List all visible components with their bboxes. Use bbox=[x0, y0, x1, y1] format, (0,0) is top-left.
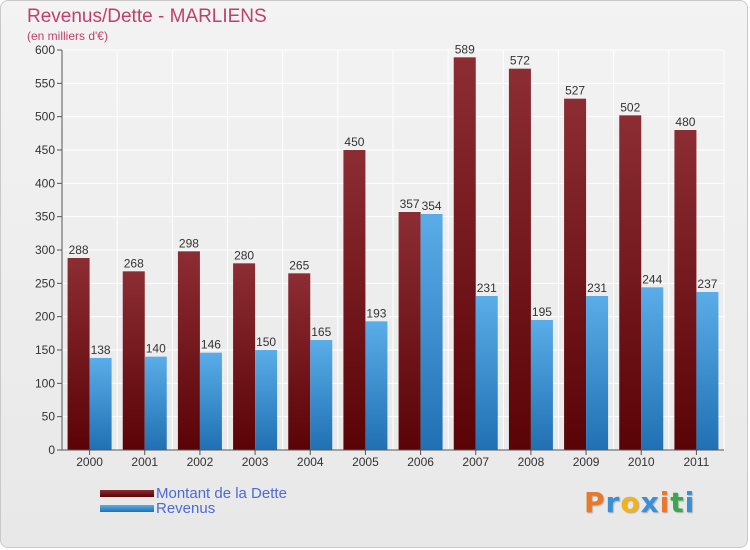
bar-revenus bbox=[586, 296, 609, 450]
x-tick-label: 2010 bbox=[628, 455, 655, 469]
x-tick-label: 2006 bbox=[407, 455, 434, 469]
data-label-dette: 357 bbox=[400, 197, 420, 211]
bar-revenus bbox=[365, 321, 388, 450]
bar-dette bbox=[177, 251, 200, 450]
data-label-dette: 288 bbox=[69, 243, 89, 257]
bar-dette bbox=[67, 258, 90, 450]
data-label-revenus: 354 bbox=[422, 199, 442, 213]
y-tick-label: 350 bbox=[35, 210, 55, 224]
x-tick-label: 2003 bbox=[242, 455, 269, 469]
bar-revenus bbox=[310, 340, 333, 450]
y-tick-label: 250 bbox=[35, 276, 55, 290]
x-tick-label: 2002 bbox=[187, 455, 214, 469]
data-label-revenus: 231 bbox=[587, 281, 607, 295]
data-label-revenus: 140 bbox=[146, 342, 166, 356]
data-label-dette: 268 bbox=[124, 256, 144, 270]
bar-revenus bbox=[255, 350, 278, 450]
data-label-revenus: 150 bbox=[256, 335, 276, 349]
proxiti-logo: Proxiti bbox=[584, 486, 696, 519]
data-label-dette: 572 bbox=[510, 54, 530, 68]
data-label-revenus: 244 bbox=[642, 272, 662, 286]
data-label-dette: 450 bbox=[344, 135, 364, 149]
legend-swatch-revenus bbox=[100, 504, 154, 512]
legend-label-revenus: Revenus bbox=[156, 500, 216, 517]
y-tick-label: 450 bbox=[35, 143, 55, 157]
legend-label-dette: Montant de la Dette bbox=[156, 485, 287, 502]
chart-subtitle: (en milliers d'€) bbox=[27, 29, 108, 43]
data-label-revenus: 165 bbox=[311, 325, 331, 339]
x-tick-label: 2011 bbox=[684, 455, 710, 469]
bar-dette bbox=[674, 130, 697, 450]
y-tick-label: 400 bbox=[35, 176, 55, 190]
bar-revenus bbox=[89, 358, 112, 450]
bar-revenus bbox=[641, 287, 664, 450]
chart-title: Revenus/Dette - MARLIENS bbox=[27, 6, 267, 27]
x-tick-label: 2007 bbox=[462, 455, 489, 469]
bar-revenus bbox=[530, 320, 553, 450]
bar-dette bbox=[508, 68, 531, 451]
x-tick-label: 2004 bbox=[297, 455, 324, 469]
bar-dette bbox=[398, 212, 421, 450]
x-tick-label: 2000 bbox=[76, 455, 103, 469]
bar-dette bbox=[453, 57, 476, 450]
y-tick-label: 600 bbox=[35, 43, 55, 57]
bar-revenus bbox=[144, 356, 167, 450]
bar-dette bbox=[122, 271, 145, 450]
bar-revenus bbox=[475, 296, 498, 450]
data-label-revenus: 231 bbox=[477, 281, 497, 295]
x-tick-label: 2005 bbox=[352, 455, 379, 469]
data-label-revenus: 237 bbox=[697, 277, 717, 291]
chart-legend: Montant de la Dette Revenus bbox=[100, 486, 287, 516]
x-tick-label: 2008 bbox=[518, 455, 545, 469]
data-label-dette: 265 bbox=[289, 258, 309, 272]
data-label-revenus: 138 bbox=[91, 343, 111, 357]
y-tick-label: 200 bbox=[35, 310, 55, 324]
y-tick-label: 300 bbox=[35, 243, 55, 257]
data-label-dette: 480 bbox=[675, 115, 695, 129]
bar-dette bbox=[619, 115, 642, 450]
data-label-dette: 589 bbox=[455, 42, 475, 56]
legend-item-dette: Montant de la Dette bbox=[100, 486, 287, 501]
y-tick-label: 550 bbox=[35, 76, 55, 90]
legend-item-revenus: Revenus bbox=[100, 501, 287, 516]
legend-swatch-dette bbox=[100, 489, 154, 497]
data-label-dette: 527 bbox=[565, 84, 585, 98]
data-label-revenus: 195 bbox=[532, 305, 552, 319]
bar-dette bbox=[343, 150, 366, 450]
data-label-dette: 280 bbox=[234, 248, 254, 262]
y-tick-label: 500 bbox=[35, 110, 55, 124]
bar-dette bbox=[564, 98, 587, 451]
data-label-dette: 502 bbox=[620, 100, 640, 114]
bar-revenus bbox=[696, 292, 719, 450]
bar-revenus bbox=[199, 352, 222, 450]
bar-dette bbox=[288, 273, 311, 450]
y-tick-label: 0 bbox=[48, 443, 55, 457]
bar-revenus bbox=[420, 214, 443, 450]
data-label-revenus: 193 bbox=[366, 306, 386, 320]
y-tick-label: 150 bbox=[35, 343, 55, 357]
data-label-revenus: 146 bbox=[201, 338, 221, 352]
bar-dette bbox=[233, 263, 256, 450]
y-tick-label: 50 bbox=[42, 410, 56, 424]
x-tick-label: 2009 bbox=[573, 455, 600, 469]
y-tick-label: 100 bbox=[35, 376, 55, 390]
data-label-dette: 298 bbox=[179, 236, 199, 250]
x-tick-label: 2001 bbox=[131, 455, 158, 469]
